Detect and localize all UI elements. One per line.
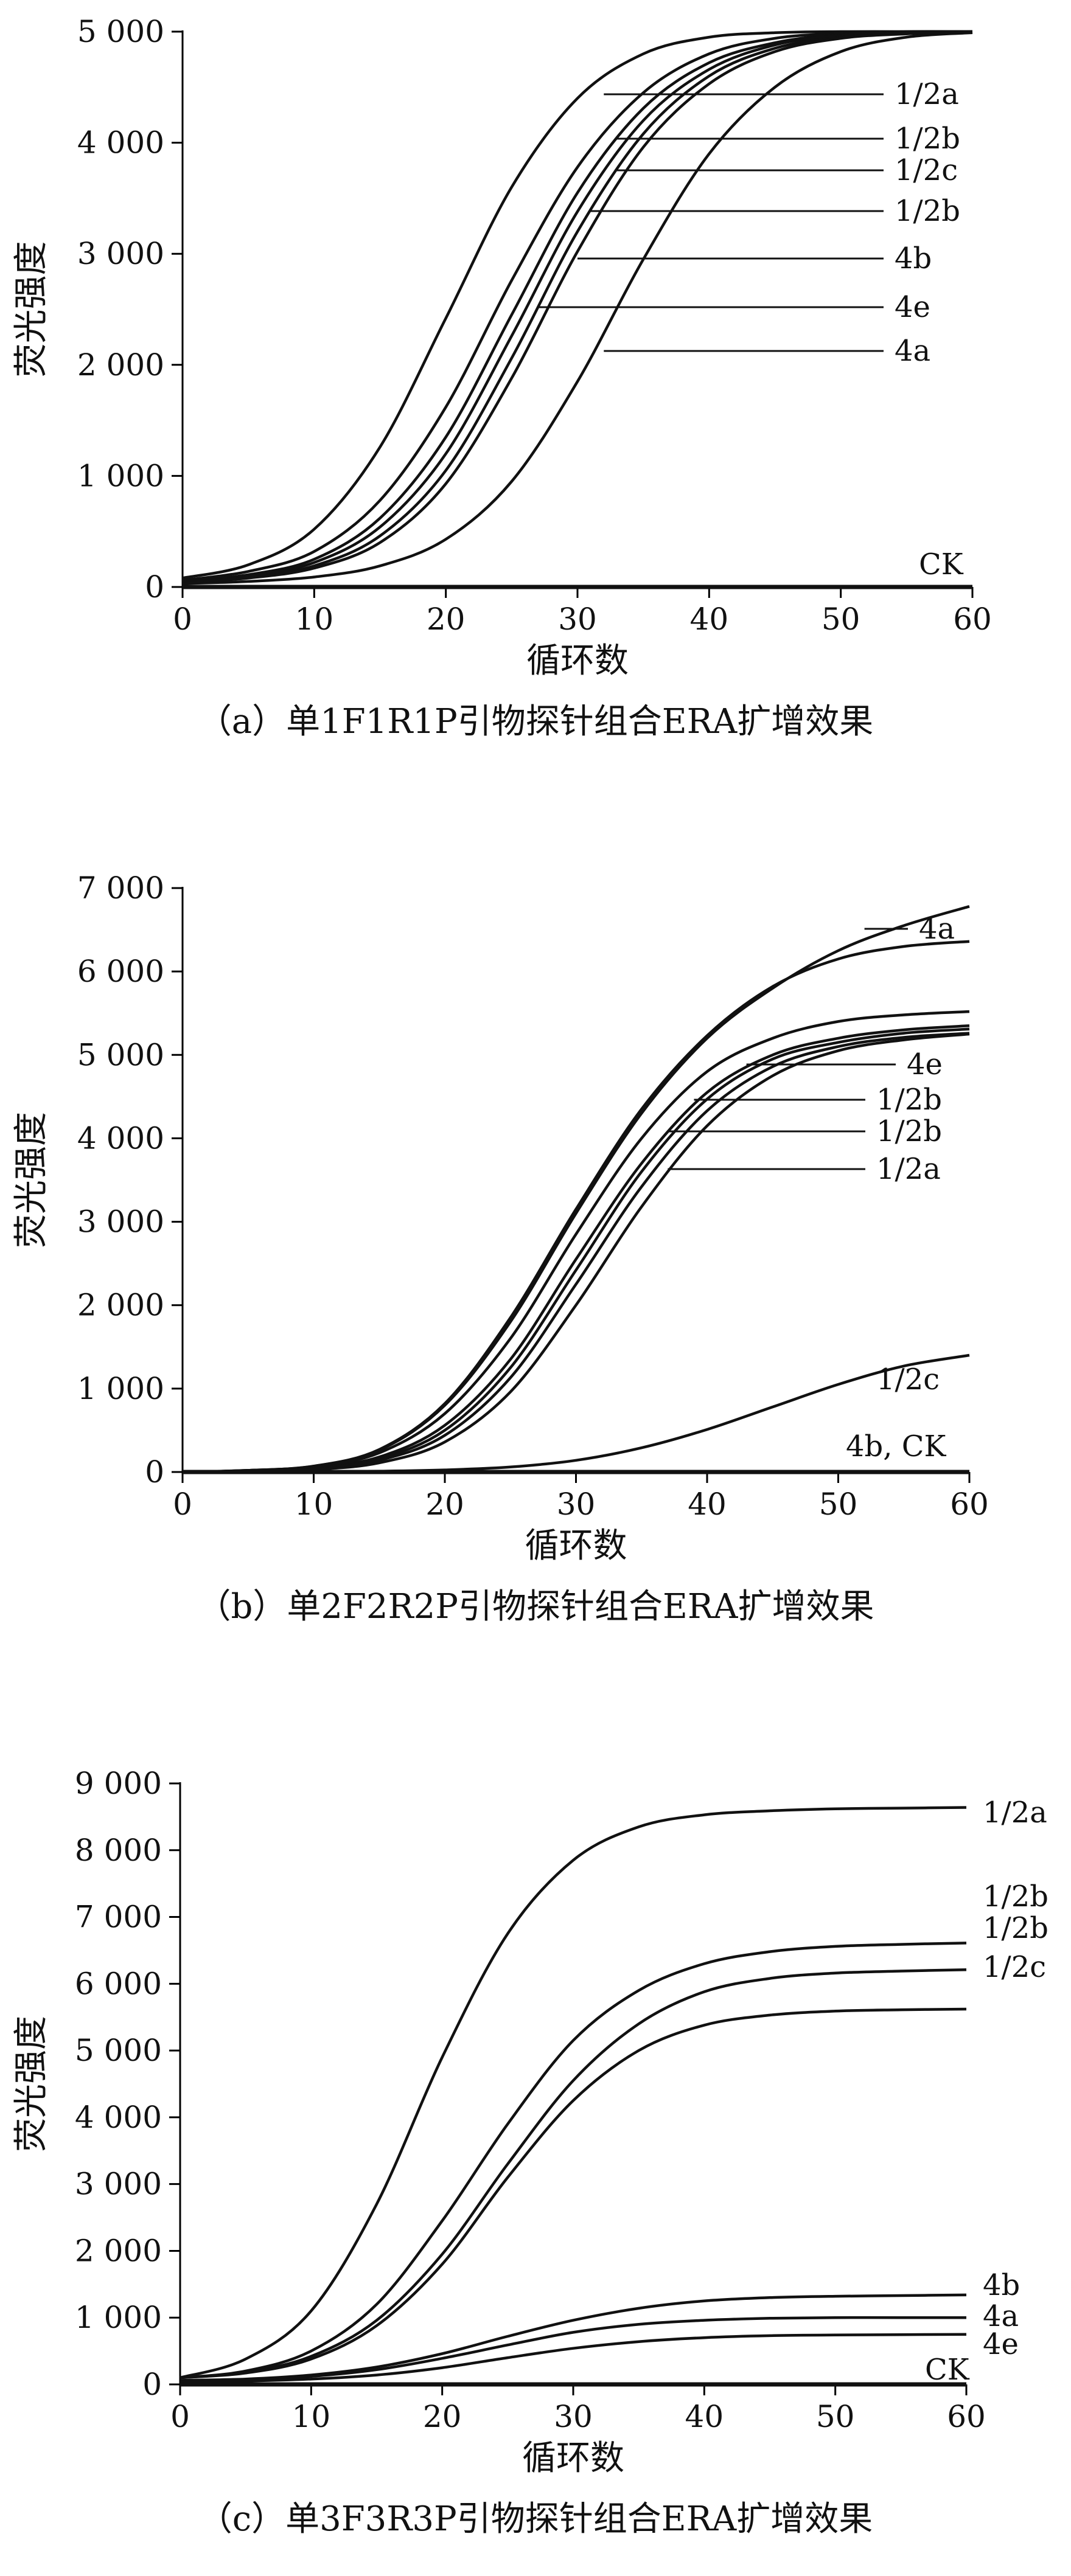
x-tick-label: 10 xyxy=(295,602,334,637)
series-line xyxy=(182,1010,970,1474)
y-tick-label: 9 000 xyxy=(75,1766,162,1801)
series-line xyxy=(180,1968,967,2380)
x-tick-label: 0 xyxy=(170,2399,190,2434)
series-line xyxy=(182,905,970,1474)
x-tick-label: 40 xyxy=(688,1487,727,1522)
x-tick-label: 10 xyxy=(292,2399,331,2434)
series-line xyxy=(182,30,973,582)
panel-a: 0 10 20 30 40 50 60 0 1 000 2 000 3 000 4 000 5 000 循… xyxy=(12,14,992,741)
series-label: 1/2a xyxy=(876,1152,941,1186)
y-axis-title: 荧光强度 xyxy=(12,1112,51,1248)
series-label: 1/2b xyxy=(876,1083,942,1117)
series-label: 4a xyxy=(895,334,930,368)
y-tick-label: 6 000 xyxy=(77,954,164,989)
x-tick-label: 30 xyxy=(557,1487,596,1522)
x-tick-label: 60 xyxy=(947,2399,986,2434)
series-line xyxy=(180,2007,967,2380)
x-tick-label: 30 xyxy=(554,2399,593,2434)
panel-caption: （a）单1F1R1P引物探针组合ERA扩增效果 xyxy=(198,702,873,741)
series-label: 1/2c xyxy=(983,1950,1046,1984)
x-axis-title: 循环数 xyxy=(525,1526,627,1566)
series-line xyxy=(180,2293,967,2382)
y-tick-label: 0 xyxy=(142,2367,162,2402)
y-tick-label: 2 000 xyxy=(77,1288,164,1323)
x-tick-label: 50 xyxy=(822,602,860,637)
x-tick-label: 60 xyxy=(953,602,992,637)
y-tick-label: 8 000 xyxy=(75,1833,162,1868)
series-line xyxy=(182,1024,970,1474)
series-label: 1/2b xyxy=(983,1880,1048,1914)
y-tick-label: 4 000 xyxy=(77,125,164,161)
series-line xyxy=(182,31,973,585)
series-label: 4e xyxy=(983,2327,1019,2361)
x-tick-label: 30 xyxy=(558,602,597,637)
x-tick-label: 40 xyxy=(690,602,729,637)
y-tick-label: 2 000 xyxy=(75,2233,162,2268)
series-line xyxy=(182,30,973,583)
series-line xyxy=(180,2333,967,2383)
y-tick-label: 3 000 xyxy=(77,236,164,271)
series-label: 4e xyxy=(907,1047,943,1081)
x-axis-title: 循环数 xyxy=(522,2439,624,2478)
y-tick-label: 0 xyxy=(145,569,164,605)
series-line xyxy=(182,30,972,580)
y-tick-label: 5 000 xyxy=(77,14,164,49)
series-line xyxy=(182,1027,970,1474)
series-label: 4a xyxy=(983,2299,1019,2333)
panel-b: 0 10 20 30 40 50 60 0 1 000 2 000 3 000 4 000 5 000 6… xyxy=(12,870,989,1626)
y-tick-label: 0 xyxy=(145,1454,164,1490)
x-tick-label: 0 xyxy=(173,602,192,637)
series-label: 4b xyxy=(895,241,932,276)
panel-caption: （c）单3F3R3P引物探针组合ERA扩增效果 xyxy=(198,2499,873,2539)
y-tick-label: 7 000 xyxy=(75,1900,162,1935)
x-tick-label: 40 xyxy=(685,2399,724,2434)
series-label: CK xyxy=(919,547,964,582)
x-tick-label: 0 xyxy=(173,1487,192,1522)
x-tick-label: 60 xyxy=(950,1487,989,1522)
series-line xyxy=(180,2316,966,2383)
y-axis-title: 荧光强度 xyxy=(12,241,51,378)
series-label: 1/2a xyxy=(895,77,959,111)
x-tick-label: 20 xyxy=(425,1487,464,1522)
series-label: 4b xyxy=(983,2268,1020,2302)
x-tick-label: 50 xyxy=(816,2399,855,2434)
series-label: 1/2b xyxy=(876,1114,942,1148)
series-line xyxy=(182,30,973,584)
series-line xyxy=(182,1032,970,1474)
y-tick-label: 1 000 xyxy=(75,2300,162,2335)
series-label: CK xyxy=(925,2353,970,2387)
y-tick-label: 7 000 xyxy=(77,870,164,906)
series-label: 4b, CK xyxy=(846,1429,947,1463)
y-tick-label: 3 000 xyxy=(77,1204,164,1240)
y-tick-label: 4 000 xyxy=(77,1120,164,1156)
series-label: 4a xyxy=(919,912,955,946)
y-tick-label: 3 000 xyxy=(75,2167,162,2202)
series-line xyxy=(180,1942,967,2380)
series-label: 4e xyxy=(895,290,930,324)
panel-c: 0 10 20 30 40 50 60 0 1 000 2 000 3 000 4 000 5 000 6… xyxy=(12,1766,1048,2539)
y-tick-label: 5 000 xyxy=(77,1037,164,1072)
y-tick-label: 4 000 xyxy=(75,2100,162,2135)
y-tick-label: 5 000 xyxy=(75,2033,162,2068)
x-tick-label: 10 xyxy=(295,1487,333,1522)
x-tick-label: 20 xyxy=(423,2399,462,2434)
y-axis-title: 荧光强度 xyxy=(12,2016,51,2152)
x-axis-title: 循环数 xyxy=(526,641,629,681)
y-tick-label: 6 000 xyxy=(75,1966,162,2001)
series-label: 1/2b xyxy=(983,1911,1048,1945)
series-line xyxy=(182,940,970,1474)
x-tick-label: 50 xyxy=(819,1487,858,1522)
series-label: 1/2c xyxy=(895,153,958,187)
y-tick-label: 1 000 xyxy=(77,1371,164,1406)
series-line xyxy=(180,1806,967,2380)
series-label: 1/2a xyxy=(983,1796,1047,1830)
series-label: 1/2b xyxy=(895,122,960,156)
y-tick-label: 2 000 xyxy=(77,347,164,383)
series-label: 1/2b xyxy=(895,194,960,228)
panel-caption: （b）单2F2R2P引物探针组合ERA扩增效果 xyxy=(197,1587,874,1626)
series-label: 1/2c xyxy=(876,1363,940,1397)
x-tick-label: 20 xyxy=(427,602,466,637)
y-tick-label: 1 000 xyxy=(77,458,164,493)
